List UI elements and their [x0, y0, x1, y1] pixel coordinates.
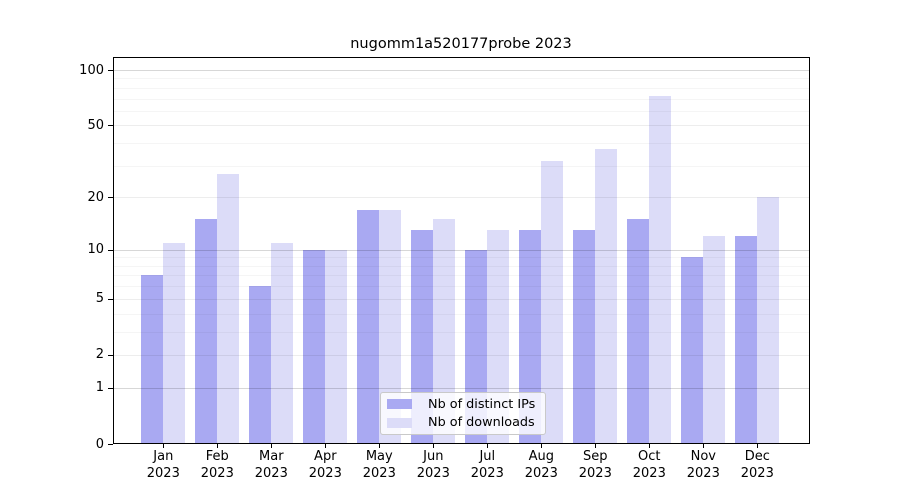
bar-downloads-jan: [163, 242, 186, 444]
bar-downloads-may: [379, 209, 402, 444]
gridline-minor: [113, 286, 810, 288]
legend-label-distinct-ips: Nb of distinct IPs: [428, 396, 536, 412]
x-tick-label-mar: Mar 2023: [254, 449, 288, 481]
y-tick-mark: [108, 125, 113, 127]
bar-distinct-ips-oct: [627, 219, 650, 444]
x-tick-mark: [487, 444, 489, 448]
bar-distinct-ips-apr: [303, 249, 326, 444]
x-tick-mark: [649, 444, 651, 448]
gridline-minor: [113, 165, 810, 167]
gridline-10: [113, 249, 810, 251]
gridline-50: [113, 125, 810, 127]
gridline-100: [113, 70, 810, 71]
chart-title: nugomm1a520177probe 2023: [350, 36, 572, 52]
y-tick-label: 50: [87, 117, 104, 133]
bar-distinct-ips-sep: [573, 230, 596, 444]
bar-downloads-jul: [487, 230, 510, 444]
x-tick-label-apr: Apr 2023: [308, 449, 342, 481]
y-tick-mark: [108, 70, 113, 71]
y-tick-mark: [108, 444, 113, 445]
y-tick-label: 100: [79, 62, 104, 78]
y-tick-label: 1: [95, 380, 104, 396]
x-tick-mark: [271, 444, 273, 448]
bar-distinct-ips-feb: [195, 219, 218, 444]
bar-downloads-dec: [757, 197, 780, 444]
y-tick-mark: [108, 354, 113, 356]
legend-swatch-downloads: [387, 417, 412, 428]
gridline-minor: [113, 265, 810, 267]
gridline-2: [113, 354, 810, 356]
x-tick-mark: [703, 444, 705, 448]
gridline-minor: [113, 313, 810, 315]
gridline-minor: [113, 110, 810, 112]
gridline-minor: [113, 87, 810, 89]
x-tick-mark: [325, 444, 327, 448]
gridline-20: [113, 197, 810, 199]
plot-area: 0 1 2 5 10 20 50 100 Jan 2023 Feb 2023 Mar 2023 Apr…: [79, 57, 810, 481]
bar-downloads-oct: [649, 96, 672, 444]
gridline-5: [113, 298, 810, 300]
bar-distinct-ips-aug: [519, 230, 542, 444]
y-tick-mark: [108, 298, 113, 300]
bar-downloads-aug: [541, 160, 564, 444]
gridline-minor: [113, 143, 810, 145]
legend: Nb of distinct IPs Nb of downloads: [380, 392, 546, 435]
y-tick-mark: [108, 387, 113, 389]
gridline-minor: [113, 275, 810, 277]
y-tick-label: 2: [95, 347, 104, 363]
legend-label-downloads: Nb of downloads: [428, 415, 535, 431]
bar-distinct-ips-jun: [411, 230, 434, 444]
x-tick-mark: [217, 444, 219, 448]
y-tick-label: 0: [95, 436, 104, 452]
y-tick-label: 10: [87, 242, 104, 258]
bar-downloads-nov: [703, 236, 726, 444]
legend-item-distinct-ips: Nb of distinct IPs: [387, 397, 539, 412]
bar-downloads-sep: [595, 149, 618, 444]
y-tick-mark: [108, 249, 113, 251]
x-tick-label-dec: Dec 2023: [740, 449, 774, 481]
legend-swatch-ips: [387, 399, 412, 410]
x-tick-mark: [595, 444, 597, 448]
bar-downloads-apr: [325, 249, 348, 444]
x-tick-label-jul: Jul 2023: [470, 449, 504, 481]
bar-downloads-feb: [217, 173, 240, 444]
bar-distinct-ips-jan: [141, 275, 164, 444]
gridline-minor: [113, 78, 810, 80]
x-tick-label-nov: Nov 2023: [686, 449, 720, 481]
x-tick-label-feb: Feb 2023: [200, 449, 234, 481]
x-tick-mark: [541, 444, 543, 448]
gridline-minor: [113, 257, 810, 259]
x-tick-label-may: May 2023: [362, 449, 396, 481]
x-tick-mark: [433, 444, 435, 448]
bar-distinct-ips-nov: [681, 257, 704, 444]
x-tick-mark: [379, 444, 381, 448]
x-tick-mark: [757, 444, 759, 448]
bar-distinct-ips-mar: [249, 286, 272, 444]
bar-distinct-ips-dec: [735, 236, 758, 444]
legend-item-downloads: Nb of downloads: [387, 415, 539, 430]
x-tick-label-oct: Oct 2023: [632, 449, 666, 481]
x-tick-label-jan: Jan 2023: [146, 449, 180, 481]
gridline-1: [113, 387, 810, 389]
gridline-minor: [113, 98, 810, 100]
x-tick-label-sep: Sep 2023: [578, 449, 612, 481]
y-tick-label: 20: [87, 189, 104, 205]
x-tick-label-jun: Jun 2023: [416, 449, 450, 481]
y-tick-label: 5: [95, 291, 104, 307]
gridline-minor: [113, 331, 810, 333]
bar-downloads-mar: [271, 242, 294, 444]
bar-downloads-jun: [433, 219, 456, 444]
x-tick-label-aug: Aug 2023: [524, 449, 558, 481]
x-tick-mark: [163, 444, 165, 448]
bar-distinct-ips-may: [357, 209, 380, 444]
y-tick-mark: [108, 197, 113, 199]
